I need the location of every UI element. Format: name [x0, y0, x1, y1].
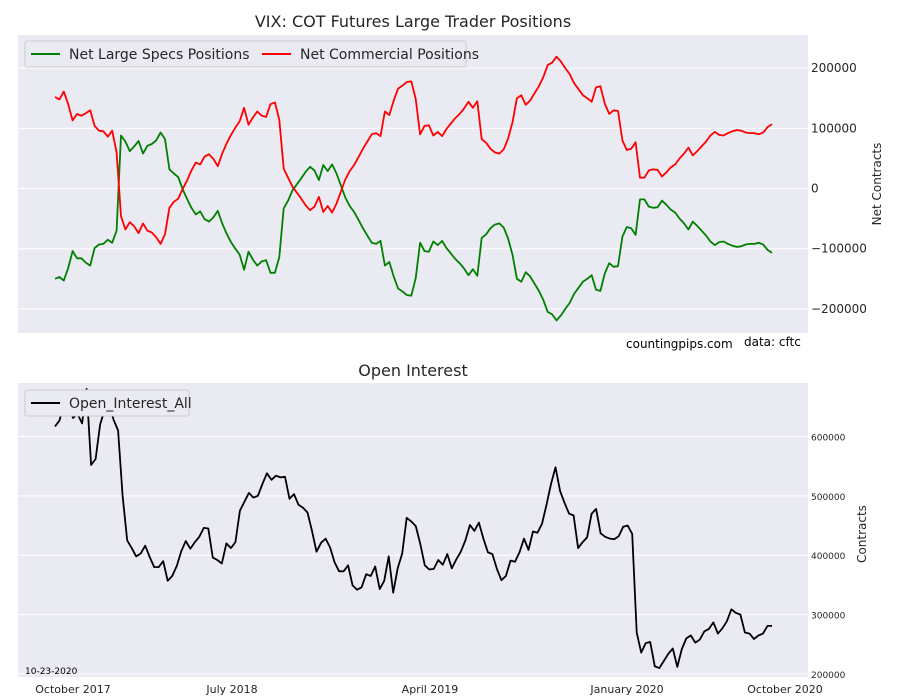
bottom-legend: Open_Interest_All	[24, 389, 192, 417]
bot-y-tick-label: 400000	[811, 552, 846, 562]
bottom-x-ticks: October 2017 July 2018 April 2019 January 2…	[35, 683, 823, 696]
bot-y-tick-label: 600000	[811, 433, 846, 443]
report-date-annotation: 10-23-2020	[25, 667, 78, 677]
top-legend: Net Large Specs Positions Net Commercial…	[24, 40, 479, 68]
bottom-y-axis-label: Contracts	[855, 505, 869, 563]
top-y-axis-label: Net Contracts	[870, 143, 884, 226]
top-y-tick-label: −200000	[811, 302, 867, 316]
bottom-x-tick-label: January 2020	[589, 683, 663, 696]
top-y-ticks: −200000 −100000 0 100000 200000	[811, 61, 867, 316]
bot-series-line-0	[54, 387, 772, 669]
top-series-lines	[54, 55, 773, 322]
top-panel: −200000 −100000 0 100000 200000 VIX: COT Fut…	[18, 12, 884, 351]
top-series-line-0	[54, 131, 773, 322]
top-y-tick-label: 100000	[811, 121, 857, 135]
legend-label-open-interest: Open_Interest_All	[69, 396, 192, 412]
bottom-panel: 200000 300000 400000 500000 600000 October 2…	[18, 361, 869, 696]
bottom-chart-title: Open Interest	[358, 361, 467, 380]
top-legend-box	[24, 40, 467, 68]
data-credit-annotation: data: cftc	[744, 335, 801, 349]
legend-label-net-large-specs: Net Large Specs Positions	[69, 47, 250, 63]
bot-y-tick-label: 200000	[811, 671, 846, 681]
bottom-x-tick-label: October 2020	[747, 683, 823, 696]
bot-y-tick-label: 500000	[811, 493, 846, 503]
top-series-line-1	[54, 55, 773, 245]
source-annotation: countingpips.com	[626, 337, 733, 351]
bottom-y-ticks: 200000 300000 400000 500000 600000	[811, 433, 846, 681]
top-y-tick-label: 200000	[811, 61, 857, 75]
bottom-x-tick-label: October 2017	[35, 683, 111, 696]
bottom-series-lines	[54, 387, 772, 669]
bottom-plot-area	[18, 383, 808, 677]
legend-label-net-commercial: Net Commercial Positions	[300, 47, 479, 63]
bottom-x-tick-label: April 2019	[402, 683, 459, 696]
bottom-gridlines	[18, 435, 808, 675]
top-gridlines	[18, 67, 808, 310]
top-chart-title: VIX: COT Futures Large Trader Positions	[255, 12, 571, 31]
top-y-tick-label: −100000	[811, 242, 867, 256]
bot-y-tick-label: 300000	[811, 612, 846, 622]
bottom-legend-box	[24, 389, 190, 417]
top-y-tick-label: 0	[811, 182, 819, 196]
bottom-x-tick-label: July 2018	[205, 683, 257, 696]
